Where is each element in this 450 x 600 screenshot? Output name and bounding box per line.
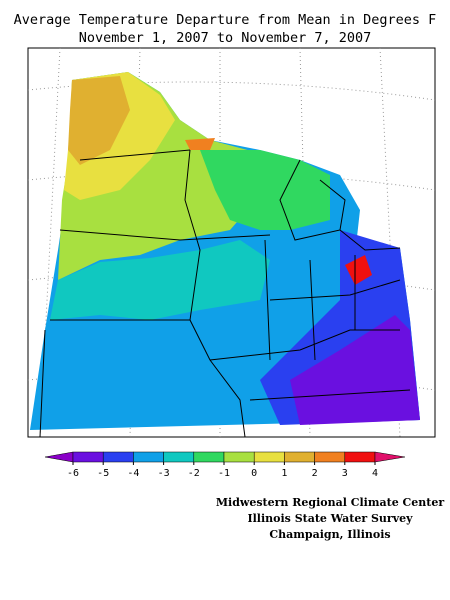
region [50,240,270,320]
color-legend: -6 -5 -4 -3 -2 -1 0 1 2 3 4 [44,451,406,479]
credit-line: Midwestern Regional Climate Center [216,496,445,509]
legend-tick-label: 2 [312,468,318,479]
map [27,47,436,438]
region [200,150,330,230]
legend-swatch [314,451,346,463]
legend-tick-label: 4 [372,468,378,479]
state-borders [39,149,411,438]
legend-swatch [253,451,285,463]
legend-tick-label: -6 [67,468,79,479]
credit-line: Champaign, Illinois [269,528,390,541]
legend-tick-label: -3 [158,468,170,479]
legend-swatch [163,451,195,463]
region [345,255,372,285]
legend-swatch [223,451,255,463]
legend-tick-label: -2 [188,468,200,479]
legend-tick-label: 3 [342,468,348,479]
legend-swatch [193,451,225,463]
legend-swatch [344,451,376,463]
region [68,76,130,165]
legend-tick-label: -4 [127,468,139,479]
legend-swatch [72,451,104,463]
legend-tick-label: -5 [97,468,109,479]
region [185,138,215,150]
legend-tick-label: 1 [281,468,287,479]
legend-swatch [284,451,315,463]
legend-tick-label: 0 [251,468,257,479]
title-line: Average Temperature Departure from Mean … [14,12,437,28]
legend-tick-label: -1 [218,468,230,479]
legend-swatch [102,451,134,463]
credit-line: Illinois State Water Survey [247,512,413,525]
region [290,315,420,425]
title-line: November 1, 2007 to November 7, 2007 [79,30,372,46]
legend-arrow [44,451,74,463]
legend-swatch [133,451,164,463]
legend-arrow [374,451,406,463]
